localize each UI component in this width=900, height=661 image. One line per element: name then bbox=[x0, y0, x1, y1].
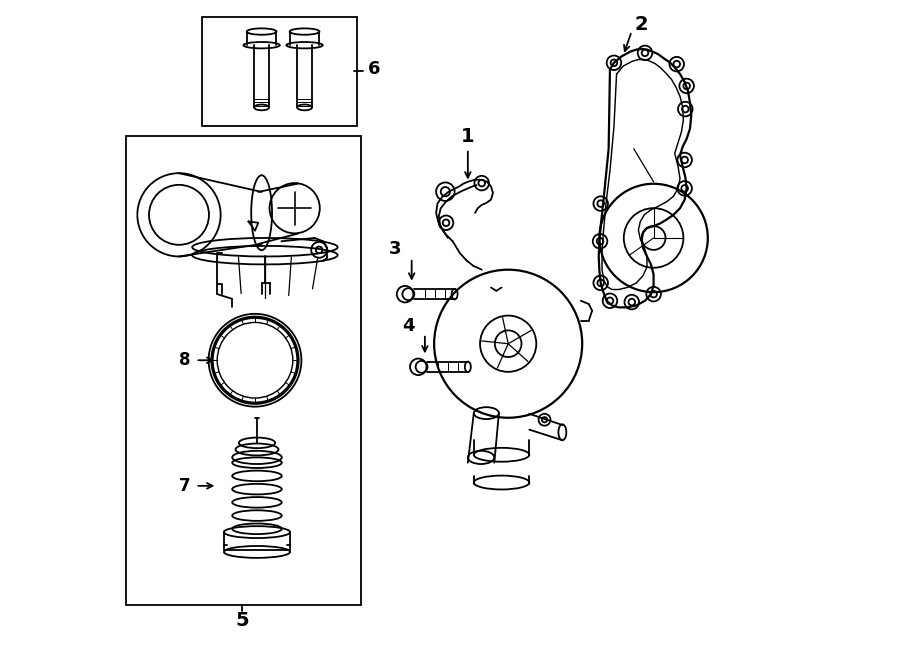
Text: 5: 5 bbox=[235, 611, 248, 629]
Text: 1: 1 bbox=[461, 128, 474, 146]
Text: 6: 6 bbox=[368, 60, 380, 79]
Text: 3: 3 bbox=[389, 240, 401, 258]
Bar bbox=[202, 17, 357, 126]
Text: 7: 7 bbox=[178, 477, 190, 495]
Bar bbox=[126, 136, 361, 605]
Text: 4: 4 bbox=[402, 317, 415, 335]
Text: 8: 8 bbox=[178, 351, 190, 369]
Text: 2: 2 bbox=[634, 15, 649, 34]
